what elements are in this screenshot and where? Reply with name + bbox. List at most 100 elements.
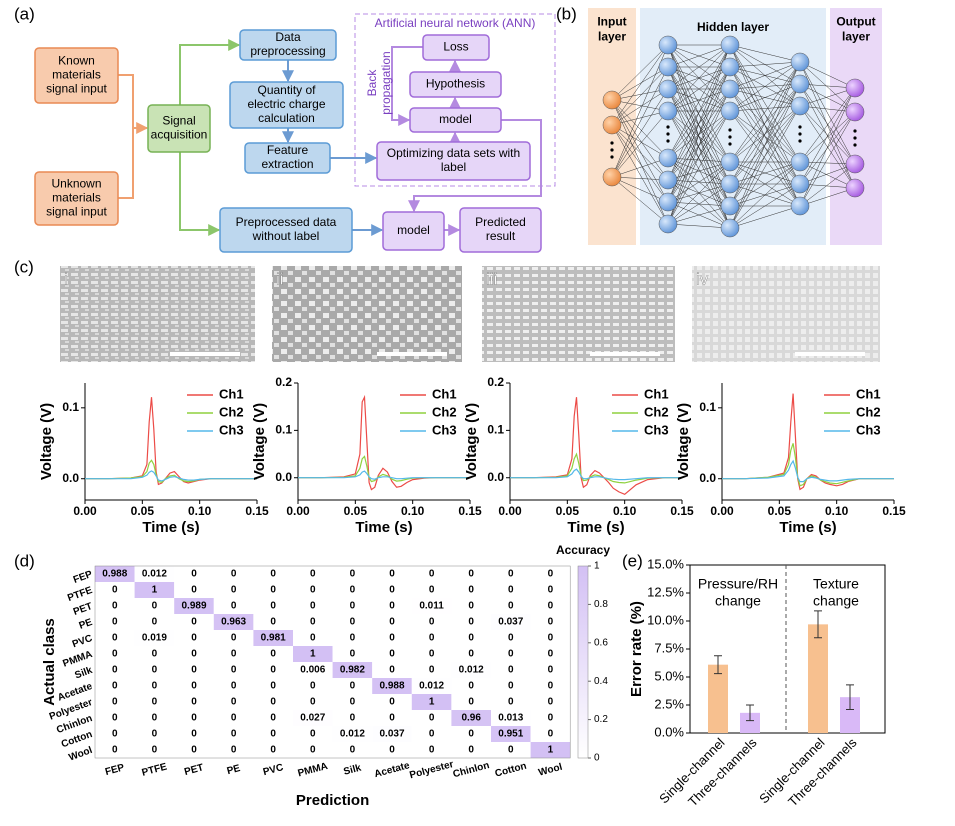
x-tick-label: 0.15 [245, 504, 269, 518]
series-line [510, 468, 682, 481]
connection [611, 157, 669, 178]
cell-label: 0 [389, 569, 395, 580]
cell [253, 678, 293, 694]
y-tick-label: 0.1 [487, 423, 504, 437]
cell [451, 598, 491, 614]
neuron [602, 167, 622, 187]
cell [174, 694, 214, 710]
output-layer-bg [830, 8, 882, 245]
connection [729, 66, 801, 163]
cell [372, 630, 412, 646]
cell-label: 0 [350, 601, 356, 612]
cell-label: 0 [231, 697, 237, 708]
cell-label: 0 [270, 585, 276, 596]
legend-label: Ch3 [432, 422, 457, 437]
connection [799, 163, 856, 207]
scale-bar [795, 352, 865, 356]
neuron [658, 35, 678, 55]
x-tick-label: 0.00 [710, 504, 734, 518]
cell [372, 678, 412, 694]
cell [411, 614, 452, 630]
cell [372, 566, 412, 582]
flow-box [422, 34, 490, 61]
cell-label: 0 [468, 649, 474, 660]
ellipsis-dot [666, 132, 670, 136]
colorbar-label: Accuracy [556, 543, 610, 557]
connection [799, 87, 856, 163]
cell-label: 0 [429, 569, 435, 580]
x-tick-label: 0.05 [768, 504, 792, 518]
cell [213, 678, 254, 694]
cell [95, 614, 135, 630]
cell [174, 678, 214, 694]
flow-box-label: model [397, 223, 430, 237]
cell-label: 0 [310, 745, 316, 756]
connection [799, 61, 856, 89]
cell [451, 742, 491, 758]
connection [611, 66, 669, 178]
connection [729, 61, 801, 90]
cell [451, 614, 491, 630]
micrograph [482, 266, 675, 362]
y-axis-label: Actual class [41, 618, 58, 706]
cell [530, 710, 571, 726]
cell [134, 582, 175, 598]
connection [799, 61, 856, 165]
cell-label: 0 [191, 585, 197, 596]
cell-label: 0 [429, 649, 435, 660]
neuron [658, 148, 678, 168]
cell-label: 0 [310, 569, 316, 580]
cell [134, 598, 175, 614]
flow-box [147, 104, 211, 153]
cell-label: 0 [191, 665, 197, 676]
cell-label: 1 [310, 649, 316, 660]
colorbar-tick-label: 0 [594, 753, 600, 764]
back-propagation: propagation [379, 51, 393, 114]
connection [611, 99, 669, 225]
y-tick-label: 12.5% [647, 584, 684, 599]
connection [611, 66, 669, 101]
connection [667, 110, 731, 229]
x-tick-label: 0.00 [73, 504, 97, 518]
connection [729, 161, 801, 185]
cell [174, 566, 214, 582]
flow-box [382, 211, 445, 251]
cell [293, 598, 333, 614]
cell [491, 566, 531, 582]
cell [530, 630, 571, 646]
x-tick-label: 0.00 [286, 504, 310, 518]
image-label: iii [486, 269, 497, 288]
connection [729, 105, 801, 229]
connection [799, 161, 856, 189]
cell-label: 0 [270, 569, 276, 580]
bar [740, 712, 760, 733]
group-label: change [715, 593, 761, 609]
series-line [722, 459, 894, 483]
cell [451, 582, 491, 598]
connection [799, 87, 856, 185]
connection [611, 44, 669, 178]
cell [451, 566, 491, 582]
connection [799, 111, 856, 207]
neuron [658, 192, 678, 212]
flow-box-label: signal input [46, 82, 107, 96]
connection [667, 44, 731, 225]
connection [667, 161, 731, 203]
cell [95, 742, 135, 758]
cell [411, 598, 452, 614]
cell [530, 726, 571, 742]
y-axis-label: Voltage (V) [38, 403, 55, 480]
cell [372, 614, 412, 630]
cell-label: 0.006 [300, 665, 325, 676]
x-tick-label: 0.10 [825, 504, 849, 518]
connection [611, 99, 669, 112]
y-category: PET [72, 601, 94, 618]
cell-label: 0 [389, 665, 395, 676]
connection [611, 176, 669, 203]
cell-label: 0 [231, 681, 237, 692]
cell [530, 566, 571, 582]
neuron [790, 196, 810, 216]
cell [293, 694, 333, 710]
cell-label: 0 [310, 681, 316, 692]
legend-label: Ch1 [432, 386, 457, 401]
